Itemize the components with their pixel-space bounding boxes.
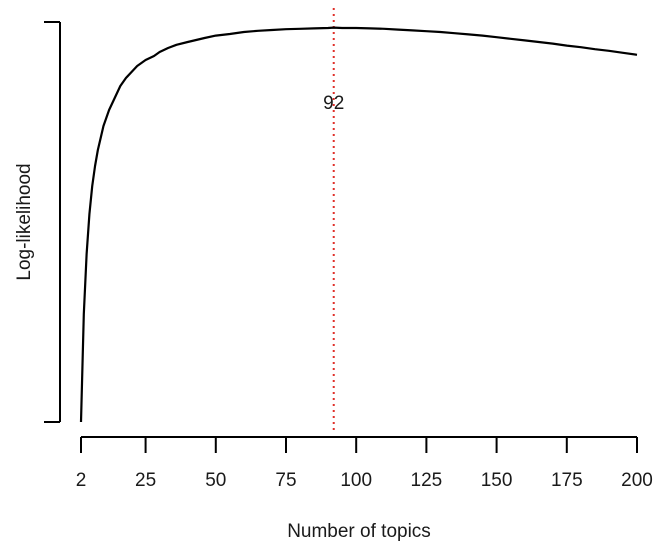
x-tick-label: 75 [275,470,296,491]
series-layer [79,26,638,423]
x-tick-label: 150 [481,470,513,491]
x-tick-label: 50 [205,470,226,491]
x-tick-label: 200 [621,470,653,491]
annotation-layer: 92 [323,8,344,431]
x-tick-label: 2 [76,470,87,491]
x-tick-label: 175 [551,470,583,491]
x-tick-label: 25 [135,470,156,491]
y-axis [44,21,61,423]
x-tick-label: 125 [411,470,443,491]
log-likelihood-series-line [79,26,638,423]
optimal-topics-marker-label: 92 [323,93,344,114]
x-axis-title: Number of topics [287,521,431,542]
x-tick-label: 100 [340,470,372,491]
y-axis-title: Log-likelihood [14,163,35,280]
x-axis: 2 25 50 75 100 125 150 175 200 [76,436,653,491]
